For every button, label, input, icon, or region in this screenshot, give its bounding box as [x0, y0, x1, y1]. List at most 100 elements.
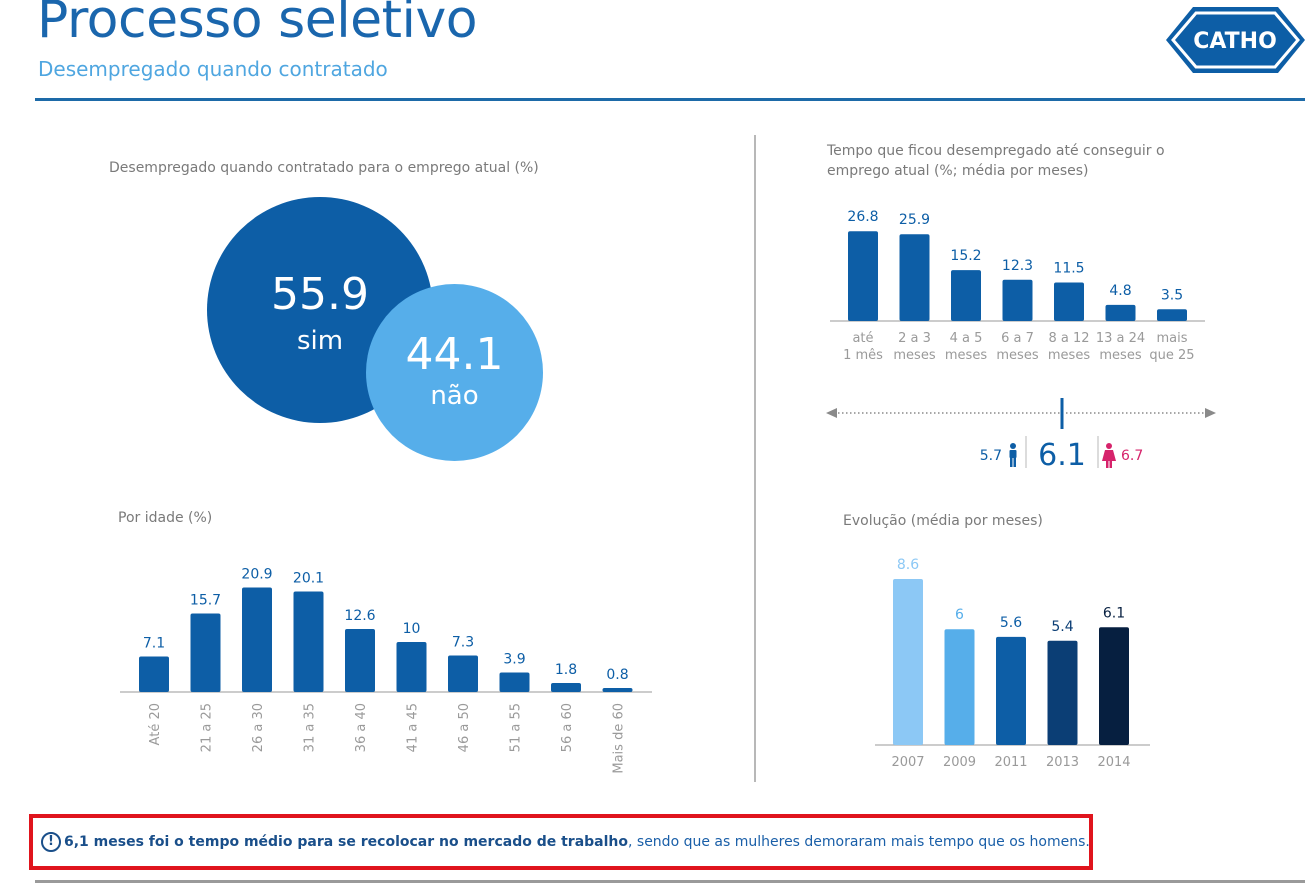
age-bar — [396, 642, 427, 692]
age-chart-title: Por idade (%) — [118, 510, 213, 526]
evolution-bar-value: 5.6 — [1000, 615, 1022, 631]
age-category-label: 41 a 45 — [406, 703, 421, 752]
evolution-bar-value: 8.6 — [897, 557, 919, 573]
evolution-year-label: 2013 — [1046, 755, 1079, 770]
women-average-value: 6.7 — [1121, 448, 1143, 464]
duration-category-label: 1 mês — [843, 348, 883, 363]
age-bar-value: 20.9 — [241, 567, 272, 583]
duration-bar — [848, 231, 878, 321]
header-divider — [35, 98, 1305, 101]
evolution-bar-value: 5.4 — [1051, 619, 1073, 635]
age-bar-value: 7.3 — [452, 635, 474, 651]
duration-bar-value: 15.2 — [950, 248, 981, 264]
woman-icon — [1102, 443, 1116, 468]
age-category-label: 26 a 30 — [251, 703, 266, 752]
axis-left-arrow-icon — [826, 408, 837, 418]
duration-bar — [899, 234, 930, 321]
bubble-nao-value: 44.1 — [405, 329, 504, 380]
duration-bar-value: 25.9 — [899, 212, 930, 228]
duration-bar-value: 12.3 — [1002, 258, 1033, 274]
duration-chart-title: Tempo que ficou desempregado até consegu… — [827, 143, 1165, 179]
age-category-label: 31 a 35 — [303, 703, 318, 752]
duration-category-label: 2 a 3 — [898, 331, 931, 346]
duration-category-label: meses — [945, 348, 987, 363]
age-bar — [190, 613, 221, 692]
age-category-label: 36 a 40 — [354, 703, 369, 752]
age-bar-value: 12.6 — [344, 608, 375, 624]
duration-bar — [1105, 304, 1136, 321]
note-text: 6,1 meses foi o tempo médio para se reco… — [64, 832, 1090, 852]
age-category-label: Mais de 60 — [612, 703, 627, 774]
highlight-note: ! 6,1 meses foi o tempo médio para se re… — [29, 814, 1093, 870]
overall-average-value: 6.1 — [1038, 438, 1086, 473]
age-bar — [293, 591, 324, 692]
column-divider — [754, 135, 756, 782]
bubble-nao: 44.1 não — [366, 284, 543, 461]
age-bar-value: 20.1 — [293, 571, 324, 587]
age-bar-value: 1.8 — [555, 662, 577, 678]
age-bar — [602, 688, 633, 692]
bubble-sim-value: 55.9 — [271, 269, 369, 320]
duration-bar-value: 4.8 — [1109, 283, 1131, 299]
duration-bar — [1157, 309, 1187, 321]
duration-category-label: meses — [893, 348, 935, 363]
duration-category-label: 4 a 5 — [950, 331, 983, 346]
duration-bar — [1002, 279, 1033, 321]
evolution-year-label: 2014 — [1097, 755, 1130, 770]
age-bar — [139, 656, 169, 692]
age-category-label: 56 a 60 — [560, 703, 575, 752]
duration-category-label: 13 a 24 — [1096, 331, 1145, 346]
age-category-label: 51 a 55 — [509, 703, 524, 752]
evolution-year-label: 2011 — [994, 755, 1027, 770]
evolution-bar-value: 6.1 — [1103, 605, 1125, 621]
evolution-bar — [996, 636, 1026, 745]
duration-bar — [951, 270, 981, 321]
evolution-bar — [944, 629, 975, 745]
bubble-nao-label: não — [430, 381, 479, 411]
bubble-sim-label: sim — [296, 326, 344, 356]
age-bar — [499, 672, 530, 692]
evolution-chart-title: Evolução (média por meses) — [843, 513, 1043, 529]
note-rest-text: , sendo que as mulheres demoraram mais t… — [628, 834, 1090, 850]
page-title: Processo seletivo — [37, 0, 478, 50]
duration-category-label: mais — [1156, 331, 1187, 346]
man-icon — [1009, 443, 1017, 467]
unemployed-chart-title: Desempregado quando contratado para o em… — [109, 160, 539, 176]
age-bar — [551, 683, 581, 692]
age-bar-value: 7.1 — [143, 636, 165, 652]
note-bold-text: 6,1 meses foi o tempo médio para se reco… — [64, 834, 628, 850]
page-subtitle: Desempregado quando contratado — [38, 57, 388, 81]
men-average-value: 5.7 — [980, 448, 1002, 464]
evolution-bar — [893, 579, 923, 745]
duration-bar-value: 26.8 — [847, 209, 878, 225]
evolution-year-label: 2009 — [943, 755, 976, 770]
axis-right-arrow-icon — [1205, 408, 1216, 418]
duration-category-label: que 25 — [1149, 348, 1194, 363]
duration-category-label: meses — [996, 348, 1038, 363]
evolution-bar-value: 6 — [955, 607, 964, 623]
duration-category-label: meses — [1099, 348, 1141, 363]
duration-category-label: meses — [1048, 348, 1090, 363]
age-bar-value: 10 — [403, 621, 421, 637]
evolution-bar — [1047, 640, 1078, 745]
average-indicator: 5.7 6.1 6.7 — [826, 398, 1216, 473]
age-bar-value: 15.7 — [190, 593, 221, 609]
catho-logo: CATHO — [1166, 7, 1305, 73]
evolution-bar — [1099, 627, 1129, 745]
duration-bar — [1054, 282, 1084, 321]
footer-divider — [35, 880, 1305, 883]
duration-bar-value: 11.5 — [1053, 260, 1084, 276]
evolution-year-label: 2007 — [891, 755, 924, 770]
age-bar — [242, 587, 272, 692]
duration-category-label: 8 a 12 — [1048, 331, 1089, 346]
age-category-label: 46 a 50 — [457, 703, 472, 752]
duration-category-label: até — [852, 331, 873, 346]
logo-text: CATHO — [1193, 29, 1277, 54]
age-category-label: 21 a 25 — [200, 703, 215, 752]
age-bar — [345, 629, 375, 692]
exclamation-circle-icon: ! — [41, 832, 61, 852]
age-bar-value: 3.9 — [503, 652, 525, 668]
